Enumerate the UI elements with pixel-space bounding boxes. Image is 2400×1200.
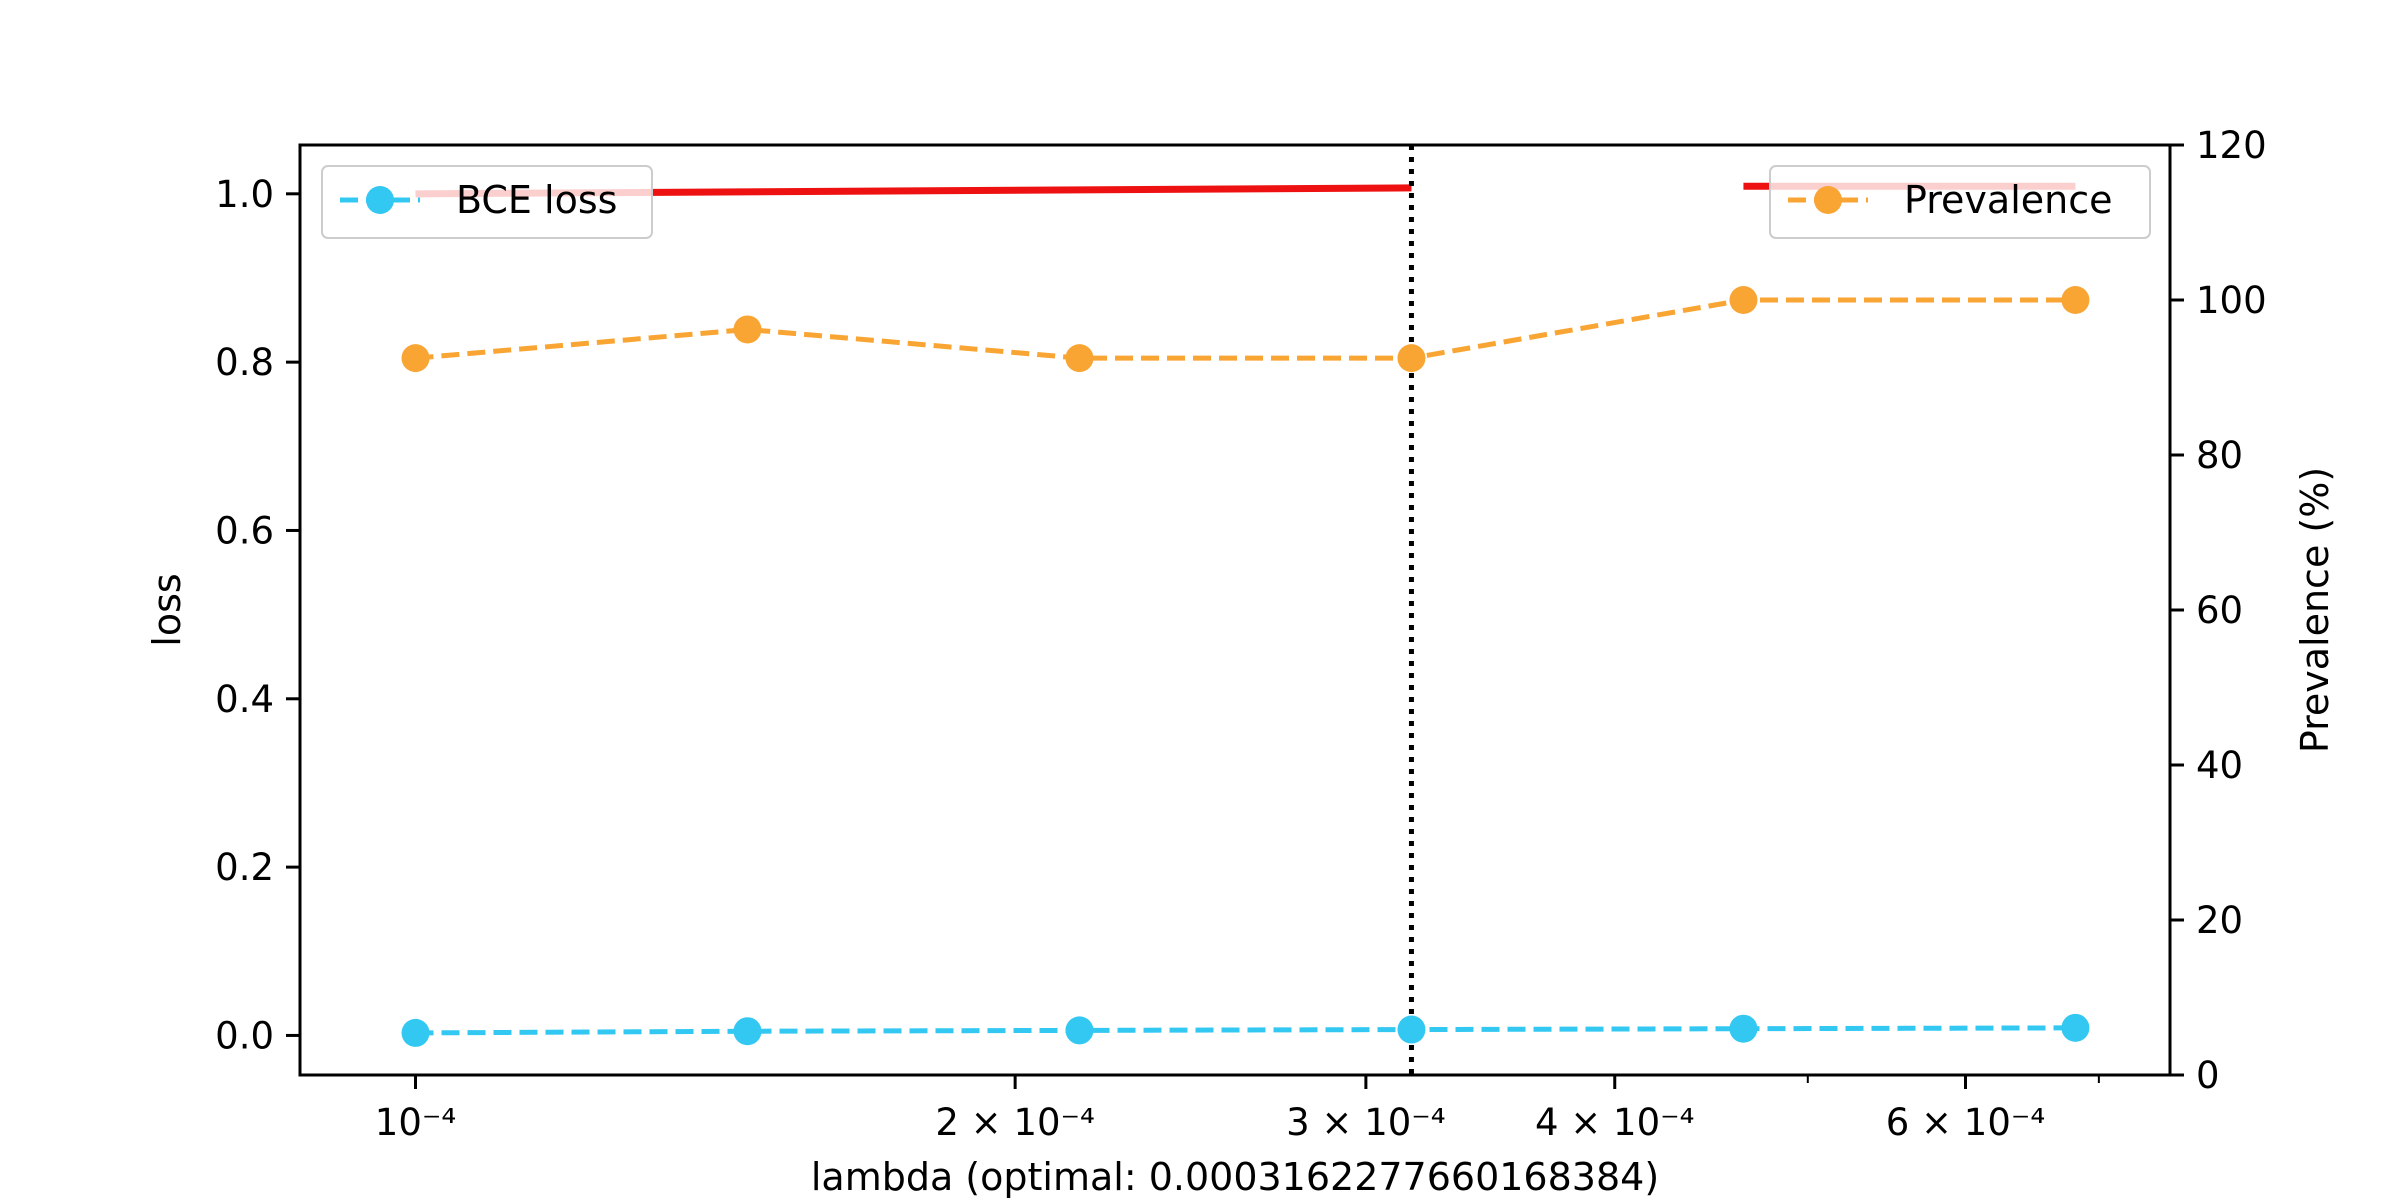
y-right-tick-label-6: 100: [2196, 279, 2267, 322]
bce-loss-point-6: [2061, 1013, 2090, 1042]
bce-loss-line: [415, 1025, 2076, 1036]
y-left-tick-label-6: 1.0: [215, 173, 274, 216]
bce-loss-point-1: [401, 1018, 430, 1047]
x-axis-label: lambda (optimal: 0.0003162277660168384): [811, 1155, 1659, 1199]
y-right-tick-label-2: 20: [2196, 899, 2243, 942]
prevalence-point-4: [1397, 344, 1426, 373]
legend-right-label: Prevalence: [1904, 178, 2112, 222]
y-right-tick-label-5: 80: [2196, 434, 2243, 477]
y-left-tick-label-4: 0.6: [215, 509, 274, 552]
bce-loss-point-3: [1065, 1016, 1094, 1045]
y-left-tick-label-3: 0.4: [215, 678, 274, 721]
ticks-layer: 10⁻⁴ 2 × 10⁻⁴ 3 × 10⁻⁴ 4 × 10⁻⁴ 6 × 10⁻⁴ 0.0 0…: [215, 124, 2266, 1144]
legend-right-box: [1769, 165, 2151, 239]
y-left-tick-label-1: 0.0: [215, 1014, 274, 1057]
x-tick-label-3: 3 × 10⁻⁴: [1286, 1101, 1446, 1144]
prevalence-line: [415, 297, 2076, 361]
prevalence-point-1: [401, 344, 430, 373]
legend-right-marker-swatch: [1814, 186, 1842, 214]
y-right-tick-label-1: 0: [2196, 1054, 2220, 1097]
bce-loss-point-5: [1729, 1014, 1758, 1043]
y-right-tick-label-3: 40: [2196, 744, 2243, 787]
y-axis-left-label: loss: [145, 573, 189, 646]
legend-left-marker-swatch: [366, 186, 394, 214]
legend-left-label: BCE loss: [456, 178, 617, 222]
x-tick-label-4: 4 × 10⁻⁴: [1535, 1101, 1695, 1144]
x-tick-label-1: 10⁻⁴: [375, 1101, 456, 1144]
plot-layer: [401, 145, 2090, 1075]
prevalence-point-6: [2061, 286, 2090, 314]
prevalence-point-5: [1729, 286, 1758, 314]
bce-loss-point-2: [733, 1017, 762, 1046]
y-right-tick-label-4: 60: [2196, 589, 2243, 632]
x-tick-label-5: 6 × 10⁻⁴: [1886, 1101, 2046, 1144]
y-right-tick-label-7: 120: [2196, 124, 2267, 167]
y-left-tick-label-2: 0.2: [215, 846, 274, 889]
y-axis-right-label: Prevalence (%): [2293, 467, 2337, 753]
prevalence-point-2: [733, 315, 762, 344]
legend-left: BCE loss: [321, 165, 653, 239]
legend-right: Prevalence: [1769, 165, 2151, 239]
x-tick-label-2: 2 × 10⁻⁴: [935, 1101, 1095, 1144]
plot-frame: [298, 143, 2172, 1077]
bce-loss-point-4: [1397, 1015, 1426, 1044]
axes-layer: [298, 143, 2172, 1077]
legend-left-box: [321, 165, 653, 239]
prevalence-point-3: [1065, 344, 1094, 373]
y-left-tick-label-5: 0.8: [215, 341, 274, 384]
